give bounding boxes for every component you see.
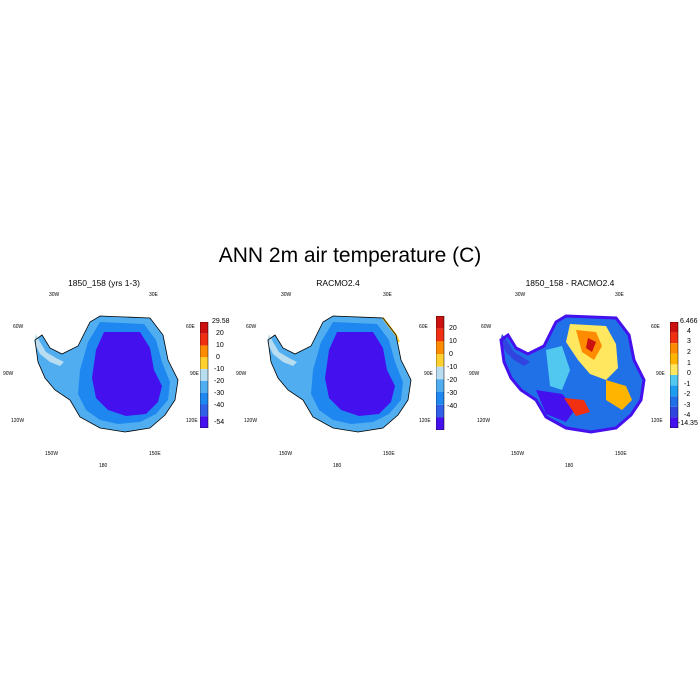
ice-sheet-interior	[92, 332, 162, 416]
lon-label: 180	[333, 463, 342, 469]
lon-label: 90W	[3, 371, 14, 377]
lon-label: 60W	[13, 324, 24, 330]
antarctica-map-difference	[499, 314, 646, 434]
colorbar-racmo	[436, 316, 445, 430]
lon-label: 150E	[383, 451, 395, 457]
colorbar-label: -4	[684, 412, 691, 419]
colorbar-model	[200, 322, 209, 428]
coastline	[267, 315, 412, 433]
colorbar-label: 10	[449, 338, 457, 345]
colorbar-label: 0	[216, 354, 220, 361]
panel-title-racmo: RACMO2.4	[316, 278, 360, 288]
panel-title-difference: 1850_158 - RACMO2.4	[525, 278, 615, 288]
lon-label: 60E	[651, 324, 660, 330]
lon-label: 30W	[515, 292, 526, 298]
lon-label: 120E	[651, 418, 663, 424]
colorbar-label: -3	[684, 402, 691, 409]
difference-zone-peninsula	[500, 334, 530, 366]
colorbar-label: 3	[687, 338, 691, 345]
colorbar-label: -40	[447, 403, 458, 410]
difference-zone-light	[606, 380, 632, 410]
colorbar-label: -10	[447, 364, 458, 371]
colorbar-label: 10	[216, 342, 224, 349]
colorbar-label: -40	[214, 402, 225, 409]
lon-label: 30W	[281, 292, 292, 298]
colorbar-difference	[670, 322, 679, 428]
colorbar-label: -2	[684, 391, 691, 398]
colorbar-label: 1	[687, 360, 691, 367]
lon-label: 60E	[419, 324, 428, 330]
lon-label: 90W	[469, 371, 480, 377]
lon-label: 150W	[279, 451, 293, 457]
lon-label: 180	[565, 463, 574, 469]
lon-label: 120E	[419, 418, 431, 424]
ice-sheet-interior	[325, 332, 395, 416]
colorbar-label: -54	[214, 419, 225, 426]
lon-label: 120W	[477, 418, 491, 424]
difference-zone-red	[586, 338, 596, 352]
colorbar-label: 6.466	[680, 318, 698, 325]
lon-label: 90E	[656, 371, 665, 377]
colorbar-label: 20	[449, 325, 457, 332]
colorbar-label: -30	[447, 390, 458, 397]
colorbar-label: -14.35	[678, 420, 698, 427]
peninsula-light	[34, 334, 64, 366]
lon-label: 120E	[186, 418, 198, 424]
colorbar-label: -30	[214, 390, 225, 397]
lon-label: 90E	[190, 371, 199, 377]
lon-label: 60W	[481, 324, 492, 330]
lon-label: 150E	[615, 451, 627, 457]
lon-label: 180	[99, 463, 108, 469]
lon-label: 30E	[383, 292, 392, 298]
difference-zone-cool	[546, 346, 570, 390]
antarctica-map-racmo	[267, 315, 412, 433]
colorbar-label: 20	[216, 330, 224, 337]
colorbar-label: -10	[214, 366, 225, 373]
lon-label: 30E	[615, 292, 624, 298]
colorbar-label: 0	[449, 351, 453, 358]
colorbar-label: 4	[687, 328, 691, 335]
colorbar-label: -20	[447, 377, 458, 384]
difference-zone-deep	[536, 390, 576, 422]
lon-label: 30W	[49, 292, 60, 298]
lon-label: 60W	[246, 324, 257, 330]
coastline	[34, 315, 179, 433]
difference-zone-ross-warm	[564, 398, 590, 416]
antarctica-map-model	[34, 315, 179, 433]
lon-label: 150W	[511, 451, 525, 457]
lon-label: 120W	[11, 418, 25, 424]
lon-label: 90W	[236, 371, 247, 377]
colorbar-label: 2	[687, 349, 691, 356]
colorbar-label: -20	[214, 378, 225, 385]
colorbar-label: 0	[687, 370, 691, 377]
lon-label: 150E	[149, 451, 161, 457]
lon-label: 30E	[149, 292, 158, 298]
page-title: ANN 2m air temperature (C)	[218, 244, 482, 267]
lon-label: 60E	[186, 324, 195, 330]
lon-label: 90E	[424, 371, 433, 377]
colorbar-label: -1	[684, 381, 691, 388]
colorbar-label: 29.58	[212, 318, 230, 325]
difference-coast-edge	[499, 314, 646, 434]
peninsula-light	[267, 334, 297, 366]
panel-title-model: 1850_158 (yrs 1-3)	[68, 278, 140, 288]
lon-label: 150W	[45, 451, 59, 457]
lon-label: 120W	[244, 418, 258, 424]
